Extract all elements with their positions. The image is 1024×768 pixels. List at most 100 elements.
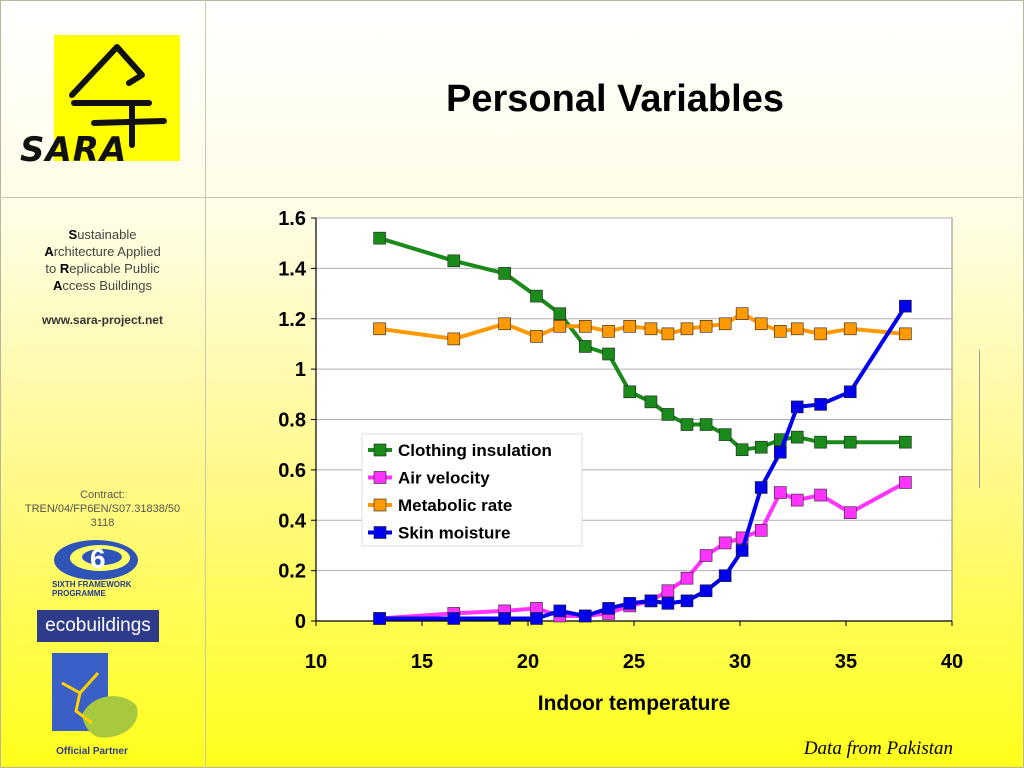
data-point — [754, 524, 768, 537]
contract-label: Contract: — [80, 489, 125, 501]
legend: Clothing insulation Air velocity Metabolic… — [361, 433, 583, 547]
data-point — [718, 317, 732, 331]
data-point — [754, 481, 768, 494]
y-tick-label: 0.8 — [278, 410, 306, 432]
data-point — [661, 597, 675, 610]
data-point — [602, 325, 615, 338]
data-point — [754, 440, 768, 454]
data-point — [899, 435, 912, 449]
x-tick-label: 30 — [729, 651, 751, 673]
x-tick-label: 10 — [305, 651, 327, 673]
data-point — [773, 325, 787, 338]
data-point — [530, 330, 543, 343]
y-tick-label: 1.4 — [278, 258, 307, 280]
legend-marker — [373, 443, 387, 457]
contract-number: TREN/04/FP6EN/S07.31838/50 — [24, 503, 181, 515]
description-line-2: Architecture Applied — [44, 244, 161, 259]
sara-logo — [54, 35, 180, 161]
data-point — [843, 506, 857, 519]
data-point — [602, 602, 615, 615]
legend-box — [361, 433, 583, 547]
data-point — [790, 430, 804, 444]
data-point — [790, 322, 804, 336]
data-point — [735, 443, 749, 457]
data-point — [899, 327, 912, 341]
data-point — [447, 254, 461, 268]
data-point — [680, 418, 694, 431]
series-clothing-insulation — [373, 231, 912, 457]
data-point — [699, 320, 713, 333]
data-point — [754, 317, 768, 331]
legend-item: Air velocity — [368, 469, 490, 488]
website-link[interactable]: www.sara-project.net — [42, 313, 163, 327]
legend-item: Skin moisture — [368, 524, 510, 543]
data-point — [644, 322, 658, 336]
data-point — [843, 385, 857, 399]
data-point — [718, 536, 732, 550]
data-point — [578, 609, 592, 623]
legend-marker — [373, 498, 387, 512]
decorative-line — [979, 350, 980, 488]
contract-number-cont: 3118 — [90, 517, 115, 529]
data-point — [699, 549, 713, 562]
sara-house-icon — [69, 44, 167, 148]
x-axis-label: Indoor temperature — [538, 692, 731, 715]
data-point — [661, 408, 675, 421]
x-tick-label: 40 — [941, 651, 963, 673]
data-point — [602, 347, 615, 361]
description-line-1: Sustainable — [68, 227, 137, 242]
sidebar-divider — [205, 0, 206, 768]
data-point — [447, 612, 461, 625]
data-point — [814, 488, 827, 502]
data-point — [680, 594, 694, 608]
data-point — [623, 320, 637, 333]
series-metabolic-rate — [373, 307, 912, 346]
data-point — [843, 322, 857, 336]
data-point — [718, 428, 732, 441]
data-source-note: Data from Pakistan — [803, 738, 953, 759]
legend-label: Clothing insulation — [398, 441, 552, 460]
data-point — [498, 267, 511, 280]
data-point — [447, 332, 461, 346]
personal-variables-chart: 0 0.2 0.4 0.6 0.8 1 1.2 1.4 1.6 10 15 20 25 30 35 40 Ind… — [278, 208, 963, 715]
description-line-4: Access Buildings — [53, 278, 152, 293]
ecobuildings-logo: ecobuildings — [37, 610, 159, 642]
data-point — [661, 327, 675, 341]
data-point — [814, 435, 827, 449]
data-point — [735, 544, 749, 557]
data-point — [644, 594, 658, 608]
data-point — [699, 584, 713, 598]
data-point — [899, 299, 912, 313]
data-point — [373, 231, 386, 245]
official-partner-logo — [52, 653, 138, 738]
header-divider — [0, 197, 1024, 198]
data-point — [498, 317, 511, 331]
legend-label: Air velocity — [398, 469, 490, 488]
data-point — [773, 445, 787, 459]
sara-logo-text: SARA — [20, 130, 128, 170]
data-point — [373, 612, 386, 625]
data-point — [735, 307, 749, 321]
official-partner-label: Official Partner — [56, 746, 128, 757]
data-point — [373, 322, 386, 336]
data-point — [680, 571, 694, 585]
legend-item: Metabolic rate — [368, 496, 512, 515]
y-tick-label: 0.2 — [278, 561, 306, 583]
data-point — [699, 418, 713, 431]
data-point — [578, 320, 592, 333]
x-tick-label: 25 — [623, 651, 645, 673]
sixth-framework-text: SIXTH FRAMEWORK PROGRAMME — [52, 580, 132, 598]
x-tick-label: 20 — [517, 651, 539, 673]
data-point — [814, 398, 827, 411]
data-point — [899, 476, 912, 489]
project-description: Sustainable Architecture Applied to Repl… — [0, 226, 205, 294]
sixth-framework-logo: 6 — [54, 540, 138, 580]
y-tick-label: 0.6 — [278, 460, 306, 482]
legend-label: Metabolic rate — [398, 496, 512, 515]
data-point — [814, 327, 827, 341]
data-point — [843, 435, 857, 449]
y-tick-label: 1.2 — [278, 309, 306, 331]
data-point — [718, 569, 732, 582]
page-title: Personal Variables — [446, 78, 784, 120]
data-point — [623, 385, 637, 399]
